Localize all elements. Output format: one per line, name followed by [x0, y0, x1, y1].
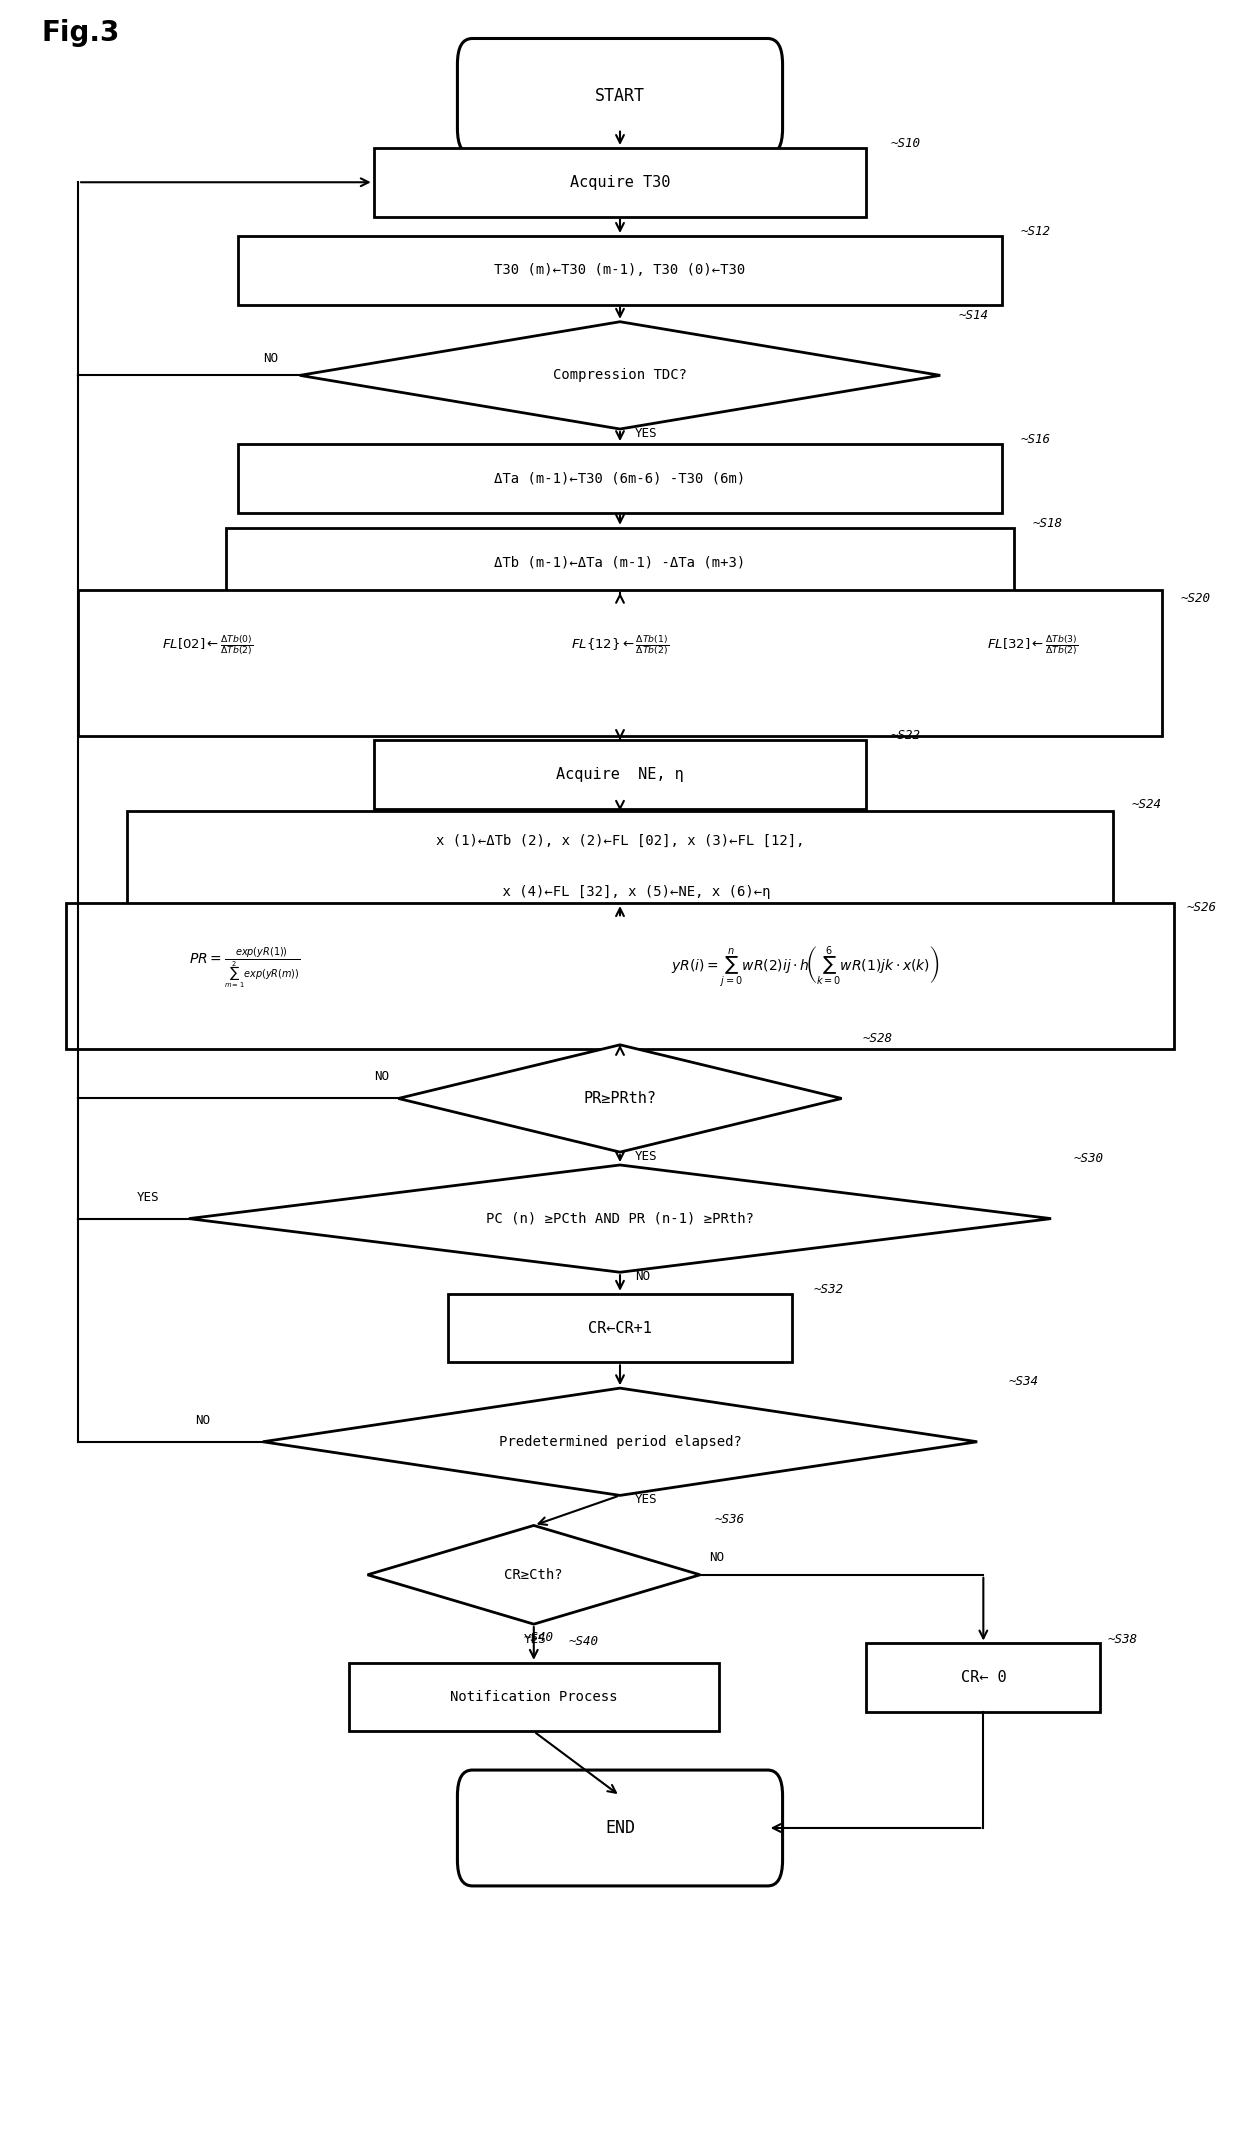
Text: NO: NO [709, 1551, 724, 1564]
Text: ΔTb (m-1)←ΔTa (m-1) -ΔTa (m+3): ΔTb (m-1)←ΔTa (m-1) -ΔTa (m+3) [495, 556, 745, 569]
Text: ~S22: ~S22 [892, 730, 921, 743]
Text: Predetermined period elapsed?: Predetermined period elapsed? [498, 1435, 742, 1450]
Bar [78, 590, 1162, 737]
Text: Fig.3: Fig.3 [41, 19, 119, 47]
Text: ~S10: ~S10 [892, 138, 921, 151]
Text: ~S24: ~S24 [1131, 797, 1161, 812]
Text: NO: NO [263, 351, 278, 364]
Text: START: START [595, 88, 645, 106]
Bar [373, 741, 867, 808]
Text: ~S12: ~S12 [1021, 226, 1050, 239]
Text: ~S16: ~S16 [1021, 433, 1050, 446]
Polygon shape [263, 1387, 977, 1495]
Text: $FL\{12\} \leftarrow \frac{\Delta Tb(1)}{\Delta Tb(2)}$: $FL\{12\} \leftarrow \frac{\Delta Tb(1)}… [570, 633, 670, 657]
Bar [867, 1644, 1100, 1712]
Bar [226, 528, 1014, 597]
FancyBboxPatch shape [458, 39, 782, 155]
Text: PR≥PRth?: PR≥PRth? [584, 1090, 656, 1105]
Text: Acquire T30: Acquire T30 [570, 174, 670, 190]
Text: CR←CR+1: CR←CR+1 [588, 1320, 652, 1335]
Text: YES: YES [635, 426, 657, 439]
Text: NO: NO [635, 1271, 650, 1284]
Bar [66, 903, 1174, 1049]
Text: ~S34: ~S34 [1008, 1374, 1038, 1387]
Text: CR← 0: CR← 0 [961, 1669, 1006, 1684]
Text: ~S20: ~S20 [1180, 592, 1210, 605]
Polygon shape [367, 1525, 701, 1624]
Text: YES: YES [525, 1633, 547, 1646]
Text: ~S38: ~S38 [1107, 1633, 1138, 1646]
Bar [238, 237, 1002, 304]
Bar [238, 444, 1002, 513]
Text: $PR = \frac{exp(yR(1))}{\sum_{m=1}^{2} exp(yR(m))}$: $PR = \frac{exp(yR(1))}{\sum_{m=1}^{2} e… [188, 946, 300, 991]
Text: ~S36: ~S36 [714, 1512, 745, 1525]
Text: $FL[02] \leftarrow \frac{\Delta Tb(0)}{\Delta Tb(2)}$: $FL[02] \leftarrow \frac{\Delta Tb(0)}{\… [161, 633, 253, 657]
Text: ~S14: ~S14 [959, 308, 988, 321]
Text: END: END [605, 1818, 635, 1837]
Text: NO: NO [195, 1413, 210, 1426]
Text: ~S26: ~S26 [1187, 900, 1216, 913]
Text: NO: NO [373, 1071, 388, 1083]
Text: YES: YES [635, 1150, 657, 1163]
Text: YES: YES [635, 1493, 657, 1506]
Text: x (4)←FL [32], x (5)←NE, x (6)←η: x (4)←FL [32], x (5)←NE, x (6)←η [469, 885, 771, 900]
Text: ~S30: ~S30 [1074, 1152, 1104, 1165]
Text: Notification Process: Notification Process [450, 1691, 618, 1704]
Polygon shape [300, 321, 940, 429]
Text: YES: YES [138, 1191, 160, 1204]
Text: ~S32: ~S32 [813, 1284, 843, 1297]
Polygon shape [398, 1045, 842, 1152]
Text: x (1)←ΔTb (2), x (2)←FL [02], x (3)←FL [12],: x (1)←ΔTb (2), x (2)←FL [02], x (3)←FL [… [435, 834, 805, 849]
Bar [128, 810, 1112, 918]
Text: $FL[32] \leftarrow \frac{\Delta Tb(3)}{\Delta Tb(2)}$: $FL[32] \leftarrow \frac{\Delta Tb(3)}{\… [987, 633, 1079, 657]
Text: ~S28: ~S28 [863, 1032, 893, 1045]
Bar [348, 1663, 718, 1732]
Bar [373, 149, 867, 218]
Bar [448, 1295, 792, 1361]
Text: CR≥Cth?: CR≥Cth? [505, 1568, 563, 1581]
Text: $yR(i) = \sum_{j=0}^{n} wR(2)ij \cdot h\!\left(\sum_{k=0}^{6} wR(1)jk \cdot x(k): $yR(i) = \sum_{j=0}^{n} wR(2)ij \cdot h\… [671, 946, 939, 991]
Text: T30 (m)←T30 (m-1), T30 (0)←T30: T30 (m)←T30 (m-1), T30 (0)←T30 [495, 263, 745, 278]
FancyBboxPatch shape [458, 1771, 782, 1887]
Text: ~S18: ~S18 [1033, 517, 1063, 530]
Text: Compression TDC?: Compression TDC? [553, 368, 687, 383]
Text: ~S40: ~S40 [525, 1631, 554, 1644]
Text: ~S40: ~S40 [568, 1635, 598, 1648]
Polygon shape [188, 1165, 1052, 1273]
Text: Acquire  NE, η: Acquire NE, η [556, 767, 684, 782]
Text: PC (n) ≥PCth AND PR (n-1) ≥PRth?: PC (n) ≥PCth AND PR (n-1) ≥PRth? [486, 1211, 754, 1226]
Text: ΔTa (m-1)←T30 (6m-6) -T30 (6m): ΔTa (m-1)←T30 (6m-6) -T30 (6m) [495, 472, 745, 485]
